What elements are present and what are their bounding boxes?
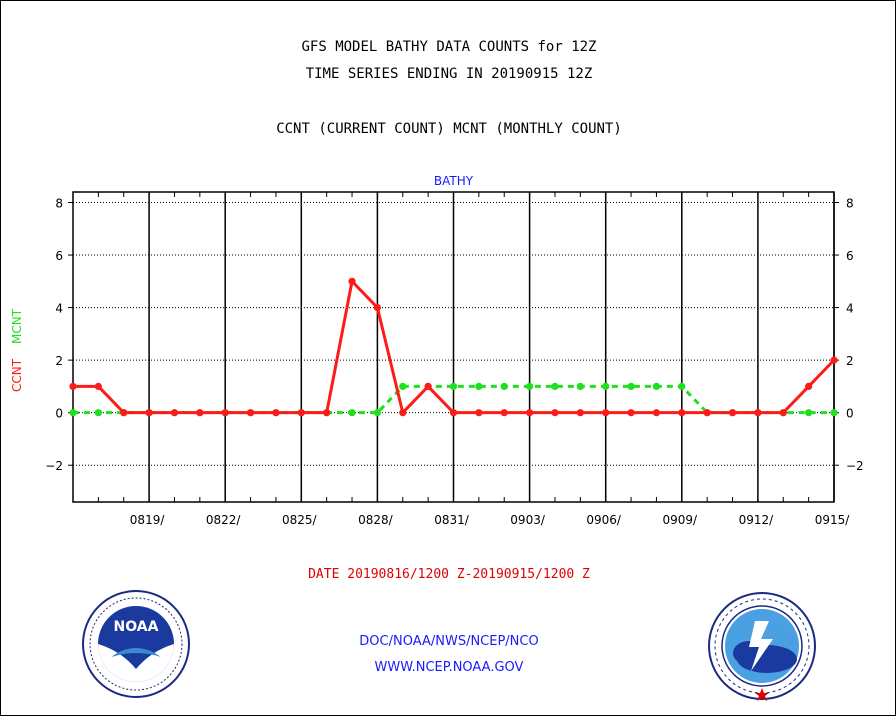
data-point-mcnt [678,382,686,391]
data-point-ccnt [94,382,102,391]
data-point-mcnt [576,382,584,391]
y-axis-label: CCNT MCNT [10,308,24,392]
data-point-ccnt [475,409,483,417]
data-point-mcnt [475,382,483,391]
data-point-ccnt [652,409,661,417]
chart-subtitle: TIME SERIES ENDING IN 20190915 12Z [305,66,593,82]
x-tick-label: 0831/ [434,513,470,527]
x-tick-label: 0819/ [130,513,166,527]
y-tick-label: 0 [55,407,63,421]
data-point-ccnt [805,382,813,391]
data-point-ccnt [576,409,584,417]
data-point-ccnt [272,409,280,417]
data-point-ccnt [297,409,305,417]
data-point-ccnt [703,409,711,417]
nws-logo [708,592,816,701]
data-point-ccnt [526,409,534,417]
x-tick-label: 0825/ [282,513,318,527]
data-point-ccnt [754,409,762,417]
data-point-mcnt [348,409,356,417]
data-point-ccnt [449,409,458,417]
x-tick-label: 0903/ [510,513,546,527]
y-axis-series-label: MCNT [10,308,24,344]
y-axis-series-label: CCNT [10,358,24,392]
data-point-ccnt [246,409,255,417]
data-point-ccnt [196,409,204,417]
data-point-ccnt [373,303,381,312]
data-point-mcnt [830,409,838,417]
data-point-ccnt [779,409,787,417]
y-tick-label-right: 6 [846,249,854,263]
data-point-mcnt [627,382,635,391]
data-point-ccnt [399,409,407,417]
data-point-mcnt [805,409,813,417]
x-tick-label: 0912/ [739,513,775,527]
website-url: WWW.NCEP.NOAA.GOV [374,660,524,675]
chart-title: GFS MODEL BATHY DATA COUNTS for 12Z [301,39,597,55]
noaa-logo: NOAA [82,590,190,698]
noaa-logo-text: NOAA [114,619,159,635]
data-point-mcnt [94,409,102,417]
data-point-mcnt [602,382,610,391]
y-tick-label-right: 0 [846,407,854,421]
data-point-mcnt [449,382,458,391]
x-tick-label: 0909/ [663,513,699,527]
y-tick-label: 2 [55,354,63,368]
series-description: CCNT (CURRENT COUNT) MCNT (MONTHLY COUNT… [276,121,622,137]
y-tick-label-right: 4 [846,302,854,316]
data-point-ccnt [170,409,179,417]
x-tick-label: 0822/ [206,513,242,527]
data-point-mcnt [373,409,381,417]
data-point-ccnt [728,409,737,417]
y-tick-label: −2 [45,459,63,473]
data-point-ccnt [678,409,686,417]
y-tick-label: 8 [55,197,63,211]
x-tick-label: 0906/ [586,513,622,527]
data-point-ccnt [551,409,559,417]
data-point-mcnt [652,382,661,391]
x-tick-label: 0828/ [358,513,394,527]
y-tick-label: 4 [55,302,63,316]
data-point-ccnt [221,409,229,417]
data-point-ccnt [627,409,635,417]
data-point-ccnt [602,409,610,417]
data-point-ccnt [348,277,356,285]
data-point-mcnt [69,409,77,417]
data-point-mcnt [399,382,407,391]
date-range: DATE 20190816/1200 Z-20190915/1200 Z [308,567,590,582]
y-tick-label-right: 2 [846,354,854,368]
data-point-mcnt [500,382,508,391]
x-tick-label: 0915/ [815,513,851,527]
y-tick-label-right: 8 [846,197,854,211]
data-point-ccnt [830,356,838,364]
plot-title: BATHY [434,174,474,188]
data-point-ccnt [500,409,508,417]
y-tick-label-right: −2 [846,459,864,473]
data-point-ccnt [120,409,128,417]
data-point-mcnt [551,382,559,391]
y-tick-label: 6 [55,249,63,263]
data-point-ccnt [323,409,331,417]
data-point-ccnt [145,409,153,417]
data-point-ccnt [424,382,432,391]
org-path: DOC/NOAA/NWS/NCEP/NCO [359,634,539,649]
data-point-ccnt [69,382,77,391]
data-point-mcnt [526,382,534,391]
